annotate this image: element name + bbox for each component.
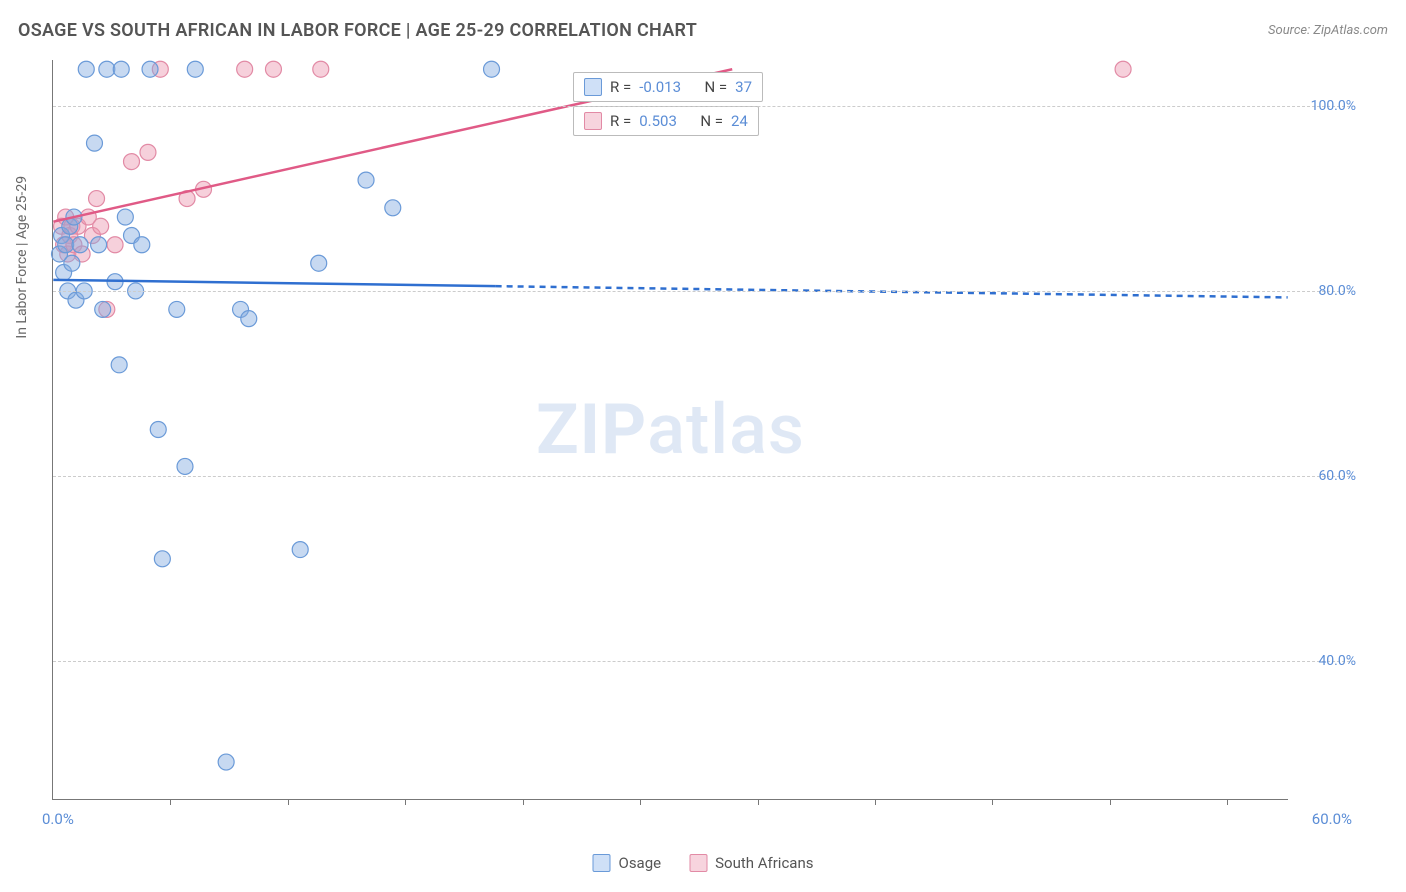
x-tick — [1227, 799, 1228, 805]
x-tick — [992, 799, 993, 805]
x-tick — [758, 799, 759, 805]
x-tick — [640, 799, 641, 805]
x-axis-max-label: 60.0% — [1312, 810, 1352, 828]
sa-swatch-icon — [689, 854, 707, 872]
legend-item-sa: South Africans — [689, 854, 813, 872]
bottom-legend: Osage South Africans — [593, 854, 814, 872]
x-tick — [288, 799, 289, 805]
osage-swatch — [584, 78, 602, 96]
n-value: 37 — [735, 78, 752, 96]
y-axis-title: In Labor Force | Age 25-29 — [14, 176, 30, 339]
chart-header: OSAGE VS SOUTH AFRICAN IN LABOR FORCE | … — [18, 20, 1388, 41]
sa-swatch — [584, 112, 602, 130]
x-tick — [1110, 799, 1111, 805]
n-label: N = — [700, 112, 723, 130]
gridline-h — [53, 476, 1350, 477]
stats-legend-osage: R = -0.013 N = 37 — [573, 72, 763, 102]
x-tick — [405, 799, 406, 805]
gridline-h — [53, 106, 1350, 107]
r-label: R = — [610, 78, 631, 96]
y-tick-label: 40.0% — [1318, 653, 1356, 669]
x-axis-min-label: 0.0% — [42, 810, 74, 828]
x-tick — [170, 799, 171, 805]
scatter-svg — [53, 60, 1288, 799]
n-value: 24 — [731, 112, 748, 130]
r-label: R = — [610, 112, 631, 130]
plot-area: ZIPatlas R = -0.013 N = 37 R = 0.503 N =… — [52, 60, 1288, 800]
osage-swatch-icon — [593, 854, 611, 872]
gridline-h — [53, 291, 1350, 292]
gridline-h — [53, 661, 1350, 662]
legend-item-osage: Osage — [593, 854, 662, 872]
r-value: -0.013 — [639, 78, 681, 96]
y-tick-label: 100.0% — [1311, 98, 1356, 114]
legend-label-sa: South Africans — [715, 854, 813, 872]
source-attribution: Source: ZipAtlas.com — [1268, 23, 1388, 38]
stats-legend-sa: R = 0.503 N = 24 — [573, 106, 759, 136]
x-tick — [875, 799, 876, 805]
chart-title: OSAGE VS SOUTH AFRICAN IN LABOR FORCE | … — [18, 20, 697, 41]
legend-label-osage: Osage — [619, 854, 662, 872]
y-tick-label: 60.0% — [1318, 468, 1356, 484]
y-tick-label: 80.0% — [1318, 283, 1356, 299]
x-axis-labels: 0.0% 60.0% — [52, 810, 1352, 840]
r-value: 0.503 — [639, 112, 677, 130]
x-tick — [523, 799, 524, 805]
n-label: N = — [704, 78, 727, 96]
